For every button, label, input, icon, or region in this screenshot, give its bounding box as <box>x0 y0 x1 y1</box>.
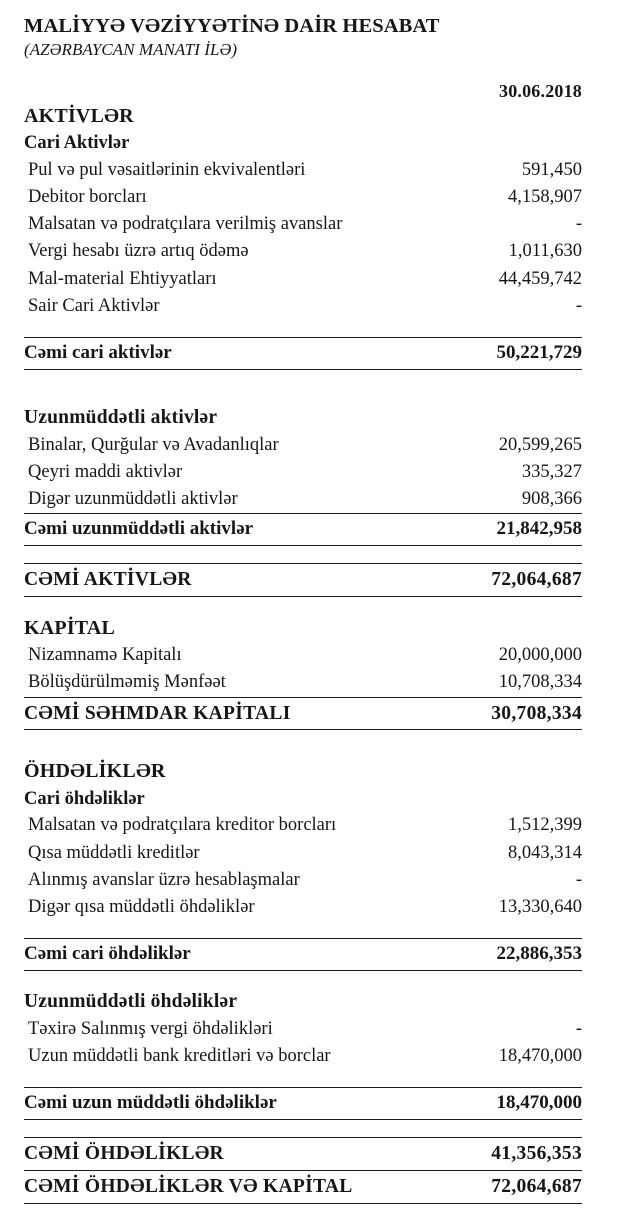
page-subtitle: (AZƏRBAYCAN MANATI İLƏ) <box>24 40 238 60</box>
page-title: MALİYYƏ VƏZİYYƏTİNƏ DAİR HESABAT <box>24 15 440 37</box>
spacer <box>24 370 582 404</box>
total-value: 22,886,353 <box>496 943 583 965</box>
section-heading-assets: AKTİVLƏR <box>24 104 134 127</box>
line-item-label: Mal-material Ehtiyyatları <box>28 268 217 289</box>
line-item-label: Bölüşdürülməmiş Mənfəət <box>28 672 226 693</box>
line-item: Pul və pul vəsaitlərinin ekvivalentləri … <box>24 157 582 184</box>
line-item-value: 20,599,265 <box>498 434 582 455</box>
total-label: Cəmi cari öhdəliklər <box>24 943 191 965</box>
total-value: 30,708,334 <box>491 702 582 724</box>
line-item: Digər qısa müddətli öhdəliklər 13,330,64… <box>24 894 582 921</box>
line-item-value: - <box>575 1018 582 1039</box>
line-item-value: 18,470,000 <box>498 1046 582 1067</box>
spacer <box>24 971 582 988</box>
line-item: Digər uzunmüddətli aktivlər 908,366 <box>24 486 582 513</box>
line-item: Nizamnamə Kapitalı 20,000,000 <box>24 642 582 669</box>
line-item: Sair Cari Aktivlər - <box>24 293 582 320</box>
total-label: Cəmi cari aktivlər <box>24 341 172 363</box>
line-item: Qısa müddətli kreditlər 8,043,314 <box>24 840 582 867</box>
line-item-label: Uzun müddətli bank kreditləri və borclar <box>28 1046 331 1067</box>
total-label: CƏMİ SƏHMDAR KAPİTALI <box>24 702 291 724</box>
line-item: Debitor borcları 4,158,907 <box>24 184 582 211</box>
line-item-label: Təxirə Salınmış vergi öhdəlikləri <box>28 1018 273 1039</box>
line-item: Uzun müddətli bank kreditləri və borclar… <box>24 1043 582 1070</box>
date-column-header: 30.06.2018 <box>499 80 582 101</box>
line-item: Qeyri maddi aktivlər 335,327 <box>24 459 582 486</box>
total-row-liabilities-and-equity: CƏMİ ÖHDƏLİKLƏR VƏ KAPİTAL 72,064,687 <box>24 1169 582 1204</box>
subsection-heading-current-liabilities: Cari öhdəliklər <box>24 788 145 809</box>
spacer <box>24 921 582 938</box>
line-item-value: - <box>575 869 582 890</box>
line-item-value: - <box>575 295 582 316</box>
line-item-label: Binalar, Qurğular və Avadanlıqlar <box>28 434 279 455</box>
line-item-value: 13,330,640 <box>498 897 582 917</box>
spacer <box>24 546 582 563</box>
total-label: CƏMİ AKTİVLƏR <box>24 569 192 591</box>
spacer <box>24 1120 582 1137</box>
line-item-value: 908,366 <box>521 488 582 509</box>
line-item-value: 1,011,630 <box>508 241 582 262</box>
line-item-value: 335,327 <box>521 461 582 482</box>
spacer <box>24 1070 582 1087</box>
line-item-label: Qeyri maddi aktivlər <box>28 461 183 482</box>
spacer <box>24 730 582 757</box>
line-item-label: Debitor borcları <box>28 186 147 207</box>
total-row-total-assets: CƏMİ AKTİVLƏR 72,064,687 <box>24 563 582 597</box>
total-label: Cəmi uzun müddətli öhdəliklər <box>24 1092 277 1114</box>
total-label: CƏMİ ÖHDƏLİKLƏR VƏ KAPİTAL <box>24 1175 353 1197</box>
total-value: 41,356,353 <box>491 1143 582 1165</box>
line-item: Alınmış avanslar üzrə hesablaşmalar - <box>24 867 582 894</box>
line-item: Malsatan və podratçılara kreditor borcla… <box>24 812 582 839</box>
line-item: Vergi hesabı üzrə artıq ödəmə 1,011,630 <box>24 238 582 265</box>
line-item-label: Nizamnamə Kapitalı <box>28 645 182 666</box>
line-item-value: 8,043,314 <box>508 842 582 863</box>
line-item-value: 44,459,742 <box>498 268 582 289</box>
line-item-label: Malsatan və podratçılara kreditor borcla… <box>28 815 337 836</box>
line-item: Malsatan və podratçılara verilmiş avansl… <box>24 211 582 238</box>
spacer <box>24 320 582 337</box>
line-item-label: Sair Cari Aktivlər <box>28 295 160 316</box>
total-value: 72,064,687 <box>491 1175 582 1197</box>
line-item: Bölüşdürülməmiş Mənfəət 10,708,334 <box>24 669 582 696</box>
line-item-label: Vergi hesabı üzrə artıq ödəmə <box>28 241 249 262</box>
line-item-value: 10,708,334 <box>498 672 582 693</box>
line-item-label: Alınmış avanslar üzrə hesablaşmalar <box>28 869 300 890</box>
line-item-value: - <box>575 214 582 235</box>
total-label: Cəmi uzunmüddətli aktivlər <box>24 518 254 540</box>
section-heading-liabilities: ÖHDƏLİKLƏR <box>24 760 166 783</box>
line-item-label: Malsatan və podratçılara verilmiş avansl… <box>28 214 343 235</box>
total-value: 18,470,000 <box>496 1092 583 1114</box>
line-item-value: 591,450 <box>521 159 582 180</box>
total-value: 72,064,687 <box>491 569 582 591</box>
line-item-value: 4,158,907 <box>508 186 582 207</box>
line-item: Binalar, Qurğular və Avadanlıqlar 20,599… <box>24 432 582 459</box>
line-item-label: Digər uzunmüddətli aktivlər <box>28 488 238 509</box>
subsection-heading-noncurrent-liabilities: Uzunmüddətli öhdəliklər <box>24 991 238 1013</box>
line-item-label: Qısa müddətli kreditlər <box>28 842 200 863</box>
line-item-value: 1,512,399 <box>508 815 582 836</box>
section-heading-equity: KAPİTAL <box>24 616 116 639</box>
total-row-current-liabilities: Cəmi cari öhdəliklər 22,886,353 <box>24 938 583 972</box>
total-value: 50,221,729 <box>496 341 583 363</box>
line-item: Təxirə Salınmış vergi öhdəlikləri - <box>24 1016 582 1043</box>
total-label: CƏMİ ÖHDƏLİKLƏR <box>24 1143 224 1165</box>
subsection-heading-noncurrent-assets: Uzunmüddətli aktivlər <box>24 406 218 428</box>
total-row-noncurrent-liabilities: Cəmi uzun müddətli öhdəliklər 18,470,000 <box>24 1087 583 1121</box>
line-item-value: 20,000,000 <box>498 645 582 666</box>
total-value: 21,842,958 <box>496 518 583 540</box>
total-row-noncurrent-assets: Cəmi uzunmüddətli aktivlər 21,842,958 <box>24 513 583 547</box>
line-item-label: Digər qısa müddətli öhdəliklər <box>28 897 255 917</box>
total-row-total-equity: CƏMİ SƏHMDAR KAPİTALI 30,708,334 <box>24 696 582 731</box>
spacer <box>24 597 582 614</box>
subsection-heading-current-assets: Cari Aktivlər <box>24 132 130 153</box>
total-row-current-assets: Cəmi cari aktivlər 50,221,729 <box>24 336 583 370</box>
line-item: Mal-material Ehtiyyatları 44,459,742 <box>24 266 582 293</box>
line-item-label: Pul və pul vəsaitlərinin ekvivalentləri <box>28 159 306 180</box>
total-row-total-liabilities: CƏMİ ÖHDƏLİKLƏR 41,356,353 <box>24 1137 582 1170</box>
